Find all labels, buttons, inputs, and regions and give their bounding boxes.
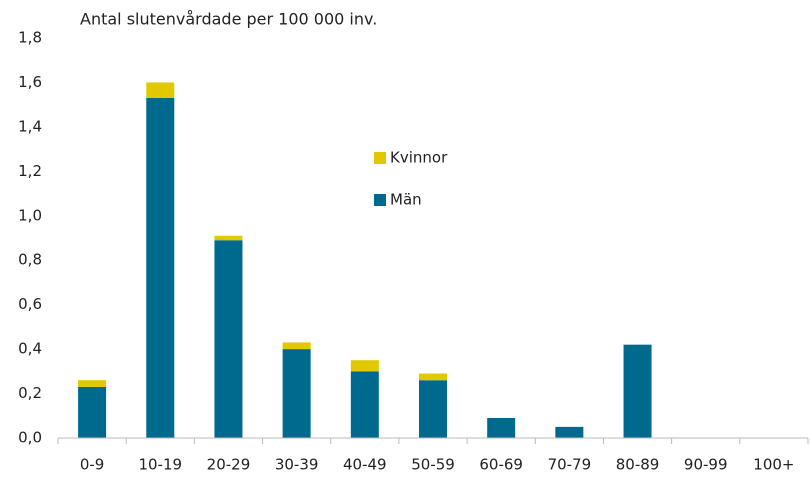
bar-segment: [78, 386, 107, 438]
legend-label: Kvinnor: [390, 149, 448, 167]
bar-segment: [282, 342, 311, 350]
x-tick-label: 10-19: [138, 456, 182, 474]
x-tick-label: 20-29: [207, 456, 251, 474]
y-tick-label: 0,4: [18, 340, 42, 358]
y-tick-label: 0,8: [18, 251, 42, 269]
legend-swatch: [374, 194, 386, 206]
x-tick-label: 0-9: [80, 456, 105, 474]
bar-segment: [350, 360, 379, 372]
legend-label: Män: [390, 191, 422, 209]
y-tick-label: 1,4: [18, 117, 42, 135]
y-tick-label: 1,0: [18, 206, 42, 224]
y-tick-label: 0,0: [18, 429, 42, 447]
bar-segment: [487, 418, 516, 438]
y-tick-label: 1,8: [18, 29, 42, 47]
bar-segment: [623, 344, 652, 438]
bar-segment: [146, 98, 175, 438]
x-tick-label: 30-39: [275, 456, 319, 474]
bar-segment: [214, 240, 243, 438]
y-tick-label: 0,2: [18, 384, 42, 402]
x-tick-label: 50-59: [411, 456, 455, 474]
y-tick-label: 0,6: [18, 295, 42, 313]
y-tick-label: 1,2: [18, 162, 42, 180]
x-tick-label: 60-69: [479, 456, 523, 474]
y-tick-label: 1,6: [18, 73, 42, 91]
x-tick-label: 40-49: [343, 456, 387, 474]
bar-segment: [146, 82, 175, 98]
legend-swatch: [374, 152, 386, 164]
bar-segment: [419, 373, 447, 381]
bar-segment: [214, 235, 243, 241]
bar-segment: [555, 426, 584, 438]
x-tick-label: 80-89: [616, 456, 660, 474]
chart-title: Antal slutenvårdade per 100 000 inv.: [80, 10, 377, 29]
x-tick-label: 90-99: [684, 456, 728, 474]
bar-segment: [350, 371, 379, 438]
x-tick-label: 70-79: [548, 456, 592, 474]
bar-segment: [78, 380, 107, 387]
bar-segment: [282, 349, 311, 438]
x-tick-label: 100+: [753, 456, 794, 474]
bar-segment: [419, 380, 447, 438]
